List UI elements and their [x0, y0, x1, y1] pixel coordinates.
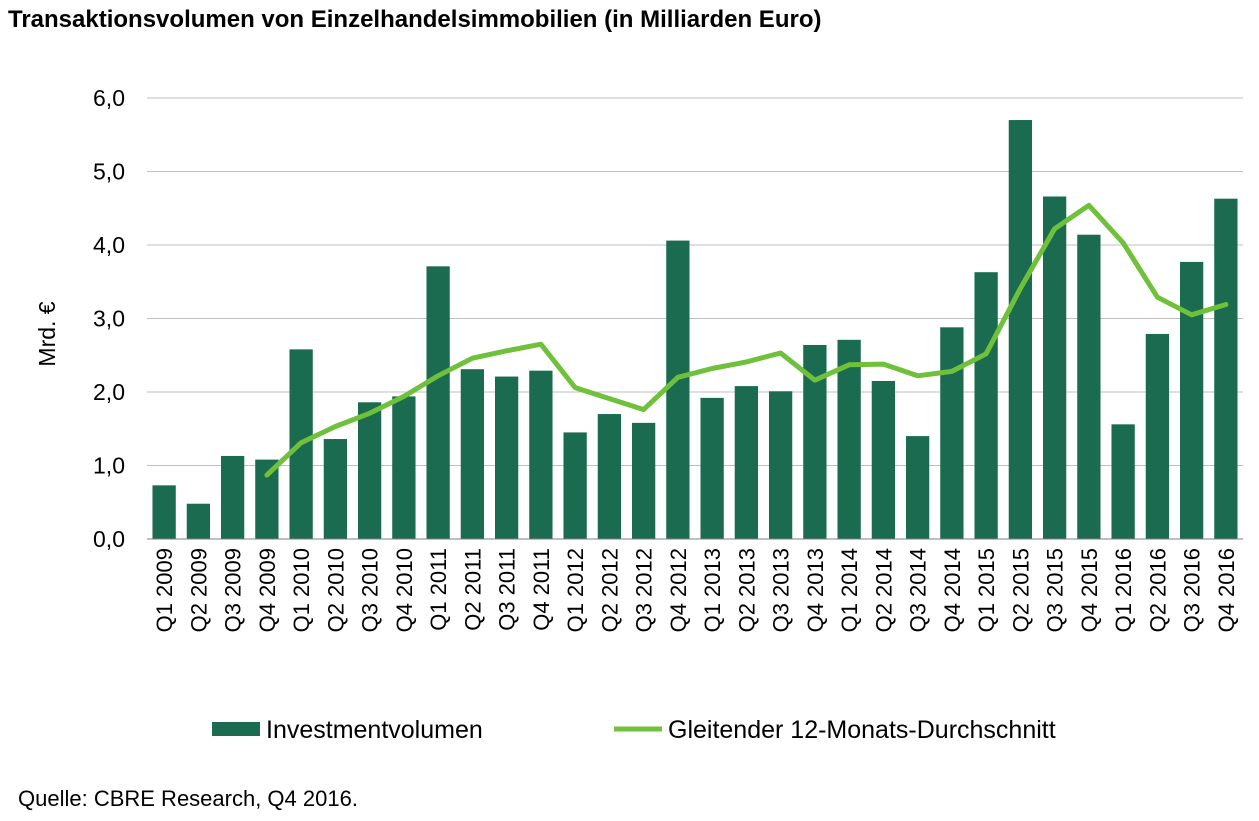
bar [186, 503, 211, 539]
bar [323, 439, 348, 539]
x-tick-label: Q4 2013 [803, 548, 828, 632]
bar [255, 459, 279, 539]
bar [1042, 196, 1067, 540]
y-tick-label: 1,0 [93, 453, 125, 479]
x-tick-label: Q3 2015 [1043, 548, 1068, 632]
bar [905, 436, 930, 539]
x-tick-label: Q4 2011 [529, 548, 554, 631]
bar [1145, 333, 1170, 539]
x-tick-label: Q1 2013 [700, 548, 725, 632]
bar [734, 386, 759, 539]
x-tick-label: Q2 2010 [323, 548, 348, 632]
y-axis-ticks: 0,0 1,0 2,0 3,0 4,0 5,0 6,0 [93, 85, 125, 552]
bar [460, 369, 485, 539]
x-tick-label: Q2 2016 [1145, 548, 1170, 632]
bar [426, 266, 450, 539]
bar [974, 272, 998, 539]
source-note: Quelle: CBRE Research, Q4 2016. [18, 786, 358, 811]
bar [357, 402, 382, 539]
y-tick-label: 4,0 [93, 232, 125, 258]
y-tick-label: 3,0 [93, 306, 125, 332]
bar [494, 376, 519, 539]
bar [597, 414, 622, 539]
x-tick-label: Q3 2011 [495, 548, 520, 631]
x-tick-label: Q1 2010 [289, 548, 314, 632]
x-tick-label: Q4 2010 [392, 548, 417, 632]
bar [768, 391, 793, 539]
bar [940, 327, 964, 539]
bar [700, 397, 724, 539]
x-tick-label: Q2 2011 [460, 548, 485, 631]
moving-average-line [264, 202, 1229, 478]
bar [563, 432, 587, 539]
bar [1008, 120, 1033, 540]
x-tick-label: Q4 2012 [666, 548, 691, 632]
x-tick-label: Q4 2014 [940, 548, 965, 632]
legend-bar-swatch [212, 722, 260, 736]
x-axis-ticks: Q1 2009 Q2 2009 Q3 2009 Q4 2009 Q1 2010 Q2 20… [152, 548, 1239, 632]
bar-series [152, 120, 1238, 540]
x-tick-label: Q2 2013 [734, 548, 759, 632]
legend-bar-label: Investmentvolumen [266, 716, 483, 744]
x-tick-label: Q3 2014 [906, 548, 931, 632]
x-tick-label: Q1 2012 [563, 548, 588, 632]
x-tick-label: Q2 2015 [1008, 548, 1033, 632]
x-tick-label: Q3 2012 [632, 548, 657, 632]
x-tick-label: Q2 2014 [871, 548, 896, 632]
chart: 0,0 1,0 2,0 3,0 4,0 5,0 6,0 Q1 2009 Q2 2009 Q3 2… [34, 85, 1243, 744]
chart-title: Transaktionsvolumen von Einzelhandelsimm… [8, 6, 822, 33]
bar [1214, 198, 1238, 539]
bar [1077, 234, 1101, 539]
bar [152, 485, 176, 539]
legend: Investmentvolumen Gleitender 12-Monats-D… [212, 716, 1056, 744]
x-tick-label: Q2 2009 [186, 548, 211, 632]
bar [220, 455, 245, 539]
bar [837, 339, 861, 539]
bar [392, 396, 416, 539]
x-tick-label: Q4 2009 [255, 548, 280, 632]
y-axis-label: Mrd. € [34, 301, 60, 366]
y-tick-label: 5,0 [93, 159, 125, 185]
x-tick-label: Q1 2014 [837, 548, 862, 632]
y-tick-label: 6,0 [93, 85, 125, 111]
bar [1111, 424, 1135, 539]
y-tick-label: 0,0 [93, 526, 125, 552]
x-tick-label: Q1 2015 [974, 548, 999, 632]
legend-line-label: Gleitender 12-Monats-Durchschnitt [668, 716, 1056, 744]
bar [631, 422, 656, 539]
x-tick-label: Q4 2016 [1214, 548, 1239, 632]
x-tick-label: Q1 2011 [426, 548, 451, 631]
x-tick-label: Q1 2016 [1111, 548, 1136, 632]
y-tick-label: 2,0 [93, 379, 125, 405]
bar [666, 240, 690, 539]
x-tick-label: Q1 2009 [152, 548, 177, 632]
bar [529, 370, 553, 539]
bar [1179, 261, 1204, 539]
x-tick-label: Q3 2009 [221, 548, 246, 632]
x-tick-label: Q3 2010 [358, 548, 383, 632]
bar [871, 380, 896, 539]
bar [803, 344, 827, 539]
x-tick-label: Q3 2013 [769, 548, 794, 632]
x-tick-label: Q3 2016 [1180, 548, 1205, 632]
x-tick-label: Q2 2012 [597, 548, 622, 632]
x-tick-label: Q4 2015 [1077, 548, 1102, 632]
